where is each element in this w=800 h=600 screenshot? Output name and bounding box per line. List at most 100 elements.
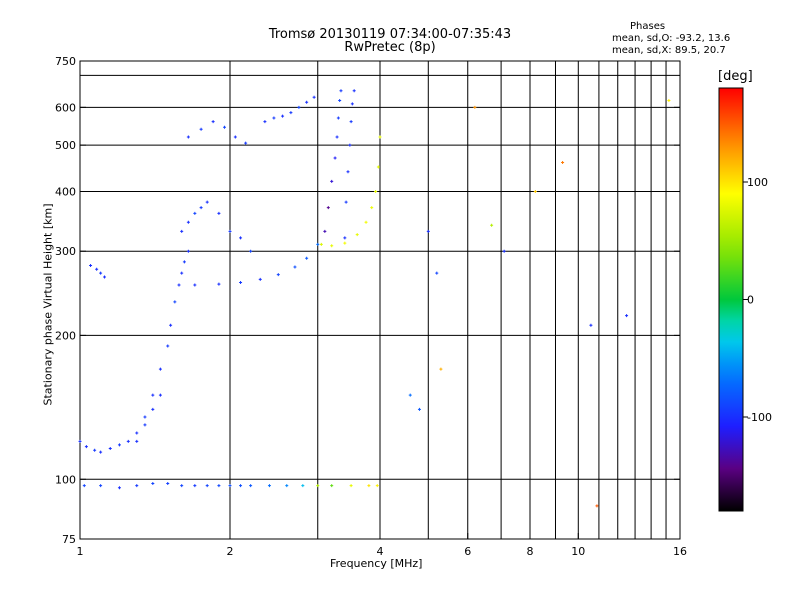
data-point (333, 156, 337, 160)
data-point (285, 484, 289, 488)
x-tick-label: 16 (673, 545, 687, 558)
data-point (205, 200, 209, 204)
data-point (151, 481, 155, 485)
data-point (186, 220, 190, 224)
data-point (370, 206, 374, 210)
data-point (182, 260, 186, 264)
data-point (348, 143, 352, 147)
data-point (305, 100, 309, 104)
data-point (330, 179, 334, 183)
data-point (263, 120, 267, 124)
data-point (239, 236, 243, 240)
data-point (158, 367, 162, 371)
data-point (408, 393, 412, 397)
phases-title: Phases (630, 21, 666, 32)
y-tick-label: 100 (55, 473, 76, 486)
data-point (193, 484, 197, 488)
data-point (177, 283, 181, 287)
data-point (435, 271, 439, 275)
data-point (108, 446, 112, 450)
data-point (375, 484, 379, 488)
data-point (151, 393, 155, 397)
data-point (312, 95, 316, 99)
data-point (625, 314, 629, 318)
data-point (217, 282, 221, 286)
data-point (180, 484, 184, 488)
data-point (339, 89, 343, 93)
x-tick-label: 6 (464, 545, 471, 558)
x-tick-label: 10 (571, 545, 585, 558)
data-point (223, 125, 227, 129)
data-point (352, 89, 356, 93)
data-point (349, 120, 353, 124)
x-tick-label: 8 (527, 545, 534, 558)
data-point (330, 484, 334, 488)
data-point (89, 264, 93, 268)
data-point (78, 439, 82, 443)
data-point (293, 265, 297, 269)
data-point (99, 271, 103, 275)
colorbar (718, 87, 744, 512)
colorbar-label: [deg] (718, 69, 753, 84)
data-point (364, 220, 368, 224)
y-tick-label: 300 (55, 245, 76, 258)
data-point (228, 229, 232, 233)
data-point (211, 120, 215, 124)
data-point (343, 241, 347, 245)
data-point (326, 206, 330, 210)
data-point (82, 484, 86, 488)
data-point (135, 484, 139, 488)
data-point (376, 165, 380, 169)
data-point (336, 116, 340, 120)
data-point (473, 105, 477, 109)
data-point (193, 283, 197, 287)
y-tick-label: 200 (55, 329, 76, 342)
data-point (199, 127, 203, 131)
data-point (417, 407, 421, 411)
data-point (490, 223, 494, 227)
data-point (374, 189, 378, 193)
data-point (335, 135, 339, 139)
colorbar-tick-label: 0 (747, 294, 754, 307)
data-point (193, 211, 197, 215)
data-point (228, 484, 232, 488)
data-point (158, 393, 162, 397)
data-point (502, 249, 506, 253)
data-point (186, 249, 190, 253)
data-point (249, 484, 253, 488)
data-point (151, 407, 155, 411)
y-axis-label: Stationary phase Virtual Height [km] (41, 203, 55, 406)
data-point (367, 484, 371, 488)
y-tick-label: 400 (55, 185, 76, 198)
data-point (667, 99, 671, 103)
data-point (355, 233, 359, 237)
x-axis-label: Frequency [MHz] (330, 557, 423, 570)
data-point (143, 415, 147, 419)
data-point (323, 229, 327, 233)
data-point (258, 277, 262, 281)
data-point (330, 244, 334, 248)
data-point (316, 484, 320, 488)
x-tick-label: 2 (227, 545, 234, 558)
data-point (276, 273, 280, 277)
data-point (169, 323, 173, 327)
data-point (99, 484, 103, 488)
data-point (281, 114, 285, 118)
chart-subtitle: RwPretec (8p) (344, 40, 436, 55)
data-point (297, 105, 301, 109)
data-point (93, 448, 97, 452)
data-point (199, 206, 203, 210)
data-point (350, 102, 354, 106)
data-point (589, 323, 593, 327)
data-point (166, 344, 170, 348)
data-point (344, 200, 348, 204)
data-point (272, 116, 276, 120)
phases-mean-x: mean, sd,X: 89.5, 20.7 (612, 45, 726, 56)
data-point (117, 486, 121, 490)
y-tick-label: 500 (55, 139, 76, 152)
colorbar-tick-label: -100 (747, 411, 772, 424)
data-point (319, 242, 323, 246)
data-point (217, 211, 221, 215)
data-point (533, 189, 537, 193)
